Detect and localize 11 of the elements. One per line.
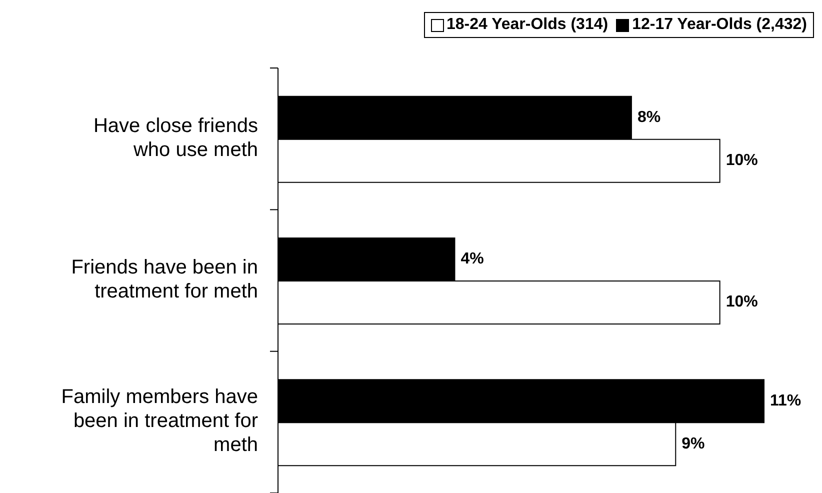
y-tick-label: Friends have been in treatment for meth: [71, 256, 258, 303]
legend-label: 18-24 Year-Olds (314): [446, 16, 608, 34]
data-label: 8%: [637, 109, 661, 126]
data-label: 4%: [460, 250, 484, 268]
y-tick-label: Family members have been in treatment for meth: [61, 386, 258, 456]
data-label: 11%: [770, 392, 802, 410]
data-label: 10%: [726, 152, 758, 170]
legend-label: 12-17 Year-Olds (2,432): [632, 16, 807, 34]
data-label: 10%: [726, 294, 758, 311]
y-tick-label: Have close friends who use meth: [93, 115, 258, 162]
data-label: 9%: [682, 435, 705, 452]
